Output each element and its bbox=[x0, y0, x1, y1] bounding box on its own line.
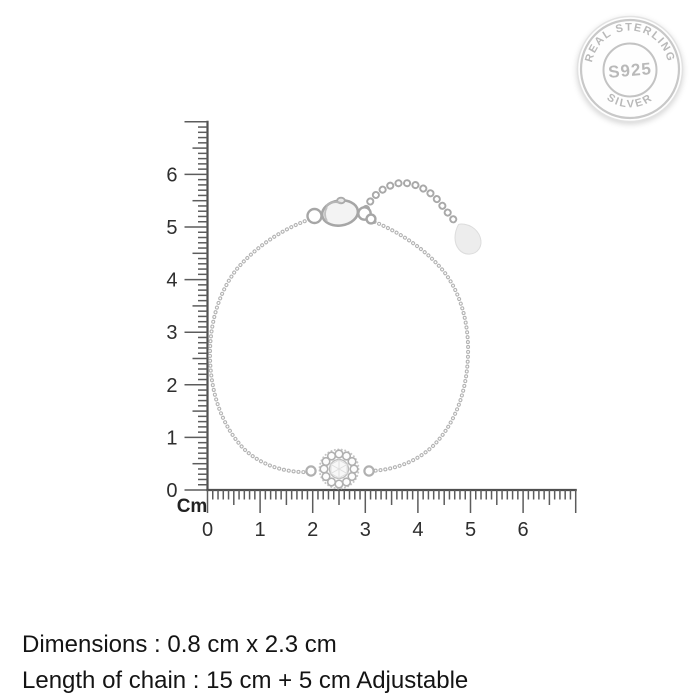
bracelet bbox=[207, 178, 482, 490]
y-tick-label: 4 bbox=[166, 270, 177, 292]
x-tick-label: 2 bbox=[307, 519, 318, 541]
x-tick-label: 5 bbox=[465, 519, 476, 541]
x-tick-label: 3 bbox=[360, 519, 371, 541]
y-tick-label: 2 bbox=[166, 375, 177, 397]
vertical-ruler: 0 1 2 3 4 5 6 bbox=[166, 120, 209, 502]
seal-outer-circle bbox=[579, 18, 681, 120]
y-tick-label: 3 bbox=[166, 322, 177, 344]
seal-center-text: S925 bbox=[607, 59, 652, 82]
flower-charm bbox=[305, 448, 375, 490]
horizontal-ruler: 0 1 2 3 4 5 6 bbox=[202, 488, 577, 541]
lobster-clasp bbox=[306, 196, 377, 227]
x-tick-label: 1 bbox=[255, 519, 266, 541]
charm-crystal-facets bbox=[330, 459, 348, 479]
x-tick-label: 4 bbox=[412, 519, 423, 541]
charm-side-link-left bbox=[305, 465, 317, 477]
product-dimensions-text: Dimensions : 0.8 cm x 2.3 cm bbox=[22, 631, 337, 658]
sterling-silver-seal: REAL STERLING SILVER S925 bbox=[576, 15, 684, 123]
seal-inner-circle bbox=[602, 42, 658, 98]
clasp-jump-ring bbox=[306, 207, 323, 225]
y-tick-label: 0 bbox=[166, 480, 177, 502]
product-details: Dimensions : 0.8 cm x 2.3 cm Length of c… bbox=[22, 627, 468, 699]
y-tick-label: 1 bbox=[166, 427, 177, 449]
chain-length-text: Length of chain : 15 cm + 5 cm Adjustabl… bbox=[22, 667, 469, 694]
y-tick-label: 6 bbox=[166, 164, 177, 186]
seal-outer-rim bbox=[576, 15, 684, 123]
teardrop-tag bbox=[454, 223, 482, 255]
bracelet-chain-right bbox=[368, 218, 471, 473]
x-tick-label: 6 bbox=[518, 519, 529, 541]
charm-halo-beads bbox=[319, 449, 359, 489]
x-tick-label: 0 bbox=[202, 519, 213, 541]
seal-bottom-arc-text: SILVER bbox=[605, 91, 656, 110]
extension-chain bbox=[362, 178, 462, 229]
charm-side-link-right bbox=[363, 465, 375, 477]
clasp-connector-ring-small bbox=[365, 213, 377, 225]
ruler-unit-label: Cm bbox=[177, 496, 208, 517]
bracelet-chain-left bbox=[207, 216, 316, 475]
y-tick-label: 5 bbox=[166, 217, 177, 239]
